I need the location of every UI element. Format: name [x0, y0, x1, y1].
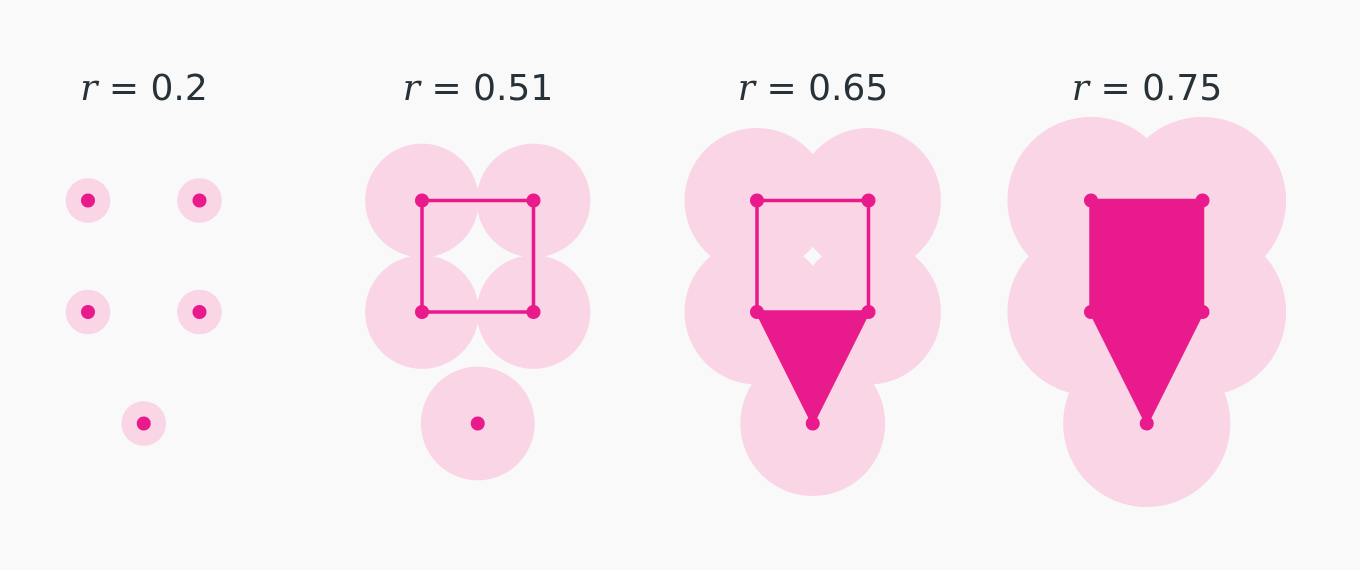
radius-symbol: r [402, 68, 420, 109]
vertex-point [861, 193, 876, 208]
vertex-point [470, 416, 485, 431]
vertex-point [526, 305, 541, 319]
equals-sign: = [1100, 68, 1131, 109]
vertex-point [81, 305, 95, 319]
radius-value: 0.51 [473, 68, 554, 109]
radius-value: 0.65 [808, 68, 889, 109]
vertex-point [415, 193, 429, 208]
vertex-point [136, 416, 151, 431]
radius-symbol: r [1071, 68, 1089, 109]
panel-title-1: r = 0.2 [14, 68, 274, 109]
vertex-point [1195, 193, 1210, 208]
vertex-point [192, 193, 207, 208]
radius-symbol: r [737, 68, 755, 109]
panel-title-3: r = 0.65 [683, 68, 943, 109]
panel-2 [365, 143, 591, 481]
vertex-point [1139, 416, 1154, 431]
vertex-point [750, 305, 764, 319]
panel-3 [684, 128, 941, 496]
radius-value: 0.2 [150, 68, 208, 109]
panel-title-4: r = 0.75 [1017, 68, 1277, 109]
vertex-point [1084, 305, 1098, 319]
vertex-point [861, 305, 876, 319]
radius-value: 0.75 [1142, 68, 1223, 109]
vertex-point [81, 193, 95, 208]
vertex-point [1084, 193, 1098, 208]
equals-sign: = [766, 68, 797, 109]
edge-simplex [1089, 310, 1149, 426]
vertex-point [805, 416, 820, 431]
equals-sign: = [431, 68, 462, 109]
equals-sign: = [108, 68, 140, 109]
edge-simplex [1145, 310, 1205, 426]
vertex-point [750, 193, 764, 208]
panel-title-2: r = 0.51 [348, 68, 608, 109]
panel-1 [65, 178, 222, 446]
vertex-point [415, 305, 429, 319]
panel-4 [1007, 116, 1287, 508]
vertex-point [526, 193, 541, 208]
vertex-point [192, 305, 207, 319]
vertex-point [1195, 305, 1210, 319]
radius-symbol: r [80, 68, 98, 109]
